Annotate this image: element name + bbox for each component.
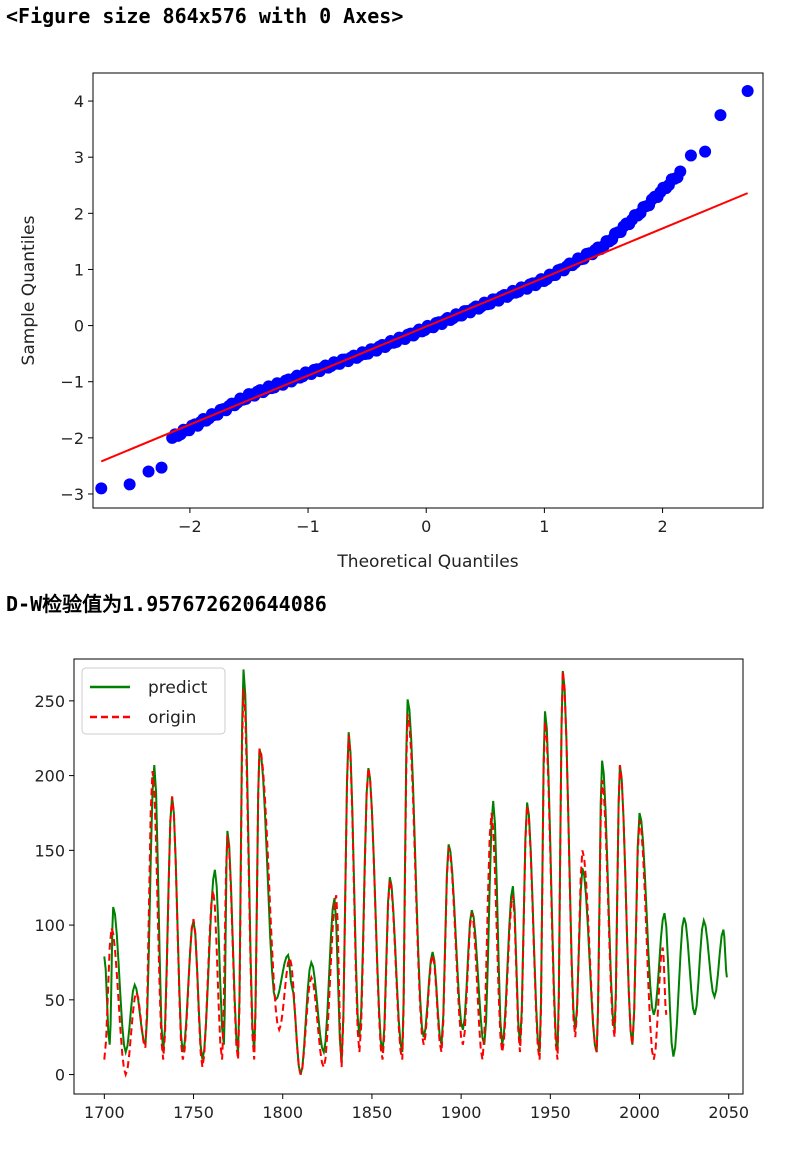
y-tick-label: 0: [74, 317, 84, 336]
y-tick-label: 250: [34, 692, 65, 711]
x-tick-label: 1950: [530, 1103, 571, 1122]
y-axis-label: Sample Quantiles: [19, 215, 39, 365]
y-tick-label: 3: [74, 148, 84, 167]
x-tick-label: 2000: [619, 1103, 660, 1122]
series-line-origin: [103, 670, 668, 1078]
x-tick-label: −2: [178, 517, 202, 536]
qq-point: [714, 109, 727, 122]
legend: predict origin: [81, 667, 226, 735]
y-tick-label: −3: [60, 485, 84, 504]
x-tick-label: 1900: [441, 1103, 482, 1122]
legend-label-predict: predict: [148, 678, 208, 698]
qq-plot: −2 −1 0 1 2 −3 −2 −1 0 1 2 3 4 Theoretical Quantiles S…: [19, 72, 764, 572]
qq-point: [741, 84, 754, 97]
qq-point: [123, 478, 136, 491]
y-tick-label: 0: [55, 1066, 65, 1085]
y-tick-label: 150: [34, 841, 65, 860]
qq-point: [684, 149, 697, 162]
figure-size-output: <Figure size 864x576 with 0 Axes>: [6, 4, 404, 28]
qq-point: [142, 465, 155, 478]
y-tick-label: 200: [34, 767, 65, 786]
y-tick-label: −1: [60, 373, 84, 392]
y-tick-label: −2: [60, 429, 84, 448]
qq-points: [95, 84, 754, 495]
y-tick-label: 1: [74, 260, 84, 279]
x-tick-label: 2: [657, 517, 667, 536]
timeseries-plot: 1700 1750 1800 1850 1900 1950 2000 2050 0 50 100 15…: [34, 658, 749, 1122]
x-tick-label: −1: [296, 517, 320, 536]
x-tick-label: 1750: [173, 1103, 214, 1122]
y-tick-label: 4: [74, 92, 84, 111]
y-tick-label: 100: [34, 916, 65, 935]
qq-point: [699, 145, 712, 158]
x-tick-label: 1700: [84, 1103, 125, 1122]
x-tick-label: 2050: [708, 1103, 749, 1122]
x-tick-label: 1850: [352, 1103, 393, 1122]
x-tick-label: 1: [539, 517, 549, 536]
x-tick-label: 1800: [262, 1103, 303, 1122]
qq-point: [155, 461, 168, 474]
y-tick-label: 2: [74, 204, 84, 223]
x-tick-label: 0: [421, 517, 431, 536]
y-tick-label: 50: [45, 991, 65, 1010]
durbin-watson-output: D-W检验值为1.957672620644086: [6, 592, 327, 616]
qq-reference-line: [100, 192, 749, 463]
plot-frame: [92, 72, 764, 509]
qq-point: [95, 482, 108, 495]
legend-label-origin: origin: [148, 708, 196, 728]
plot-frame: [73, 658, 744, 1095]
x-axis-label: Theoretical Quantiles: [336, 552, 518, 572]
qq-point: [674, 165, 687, 178]
